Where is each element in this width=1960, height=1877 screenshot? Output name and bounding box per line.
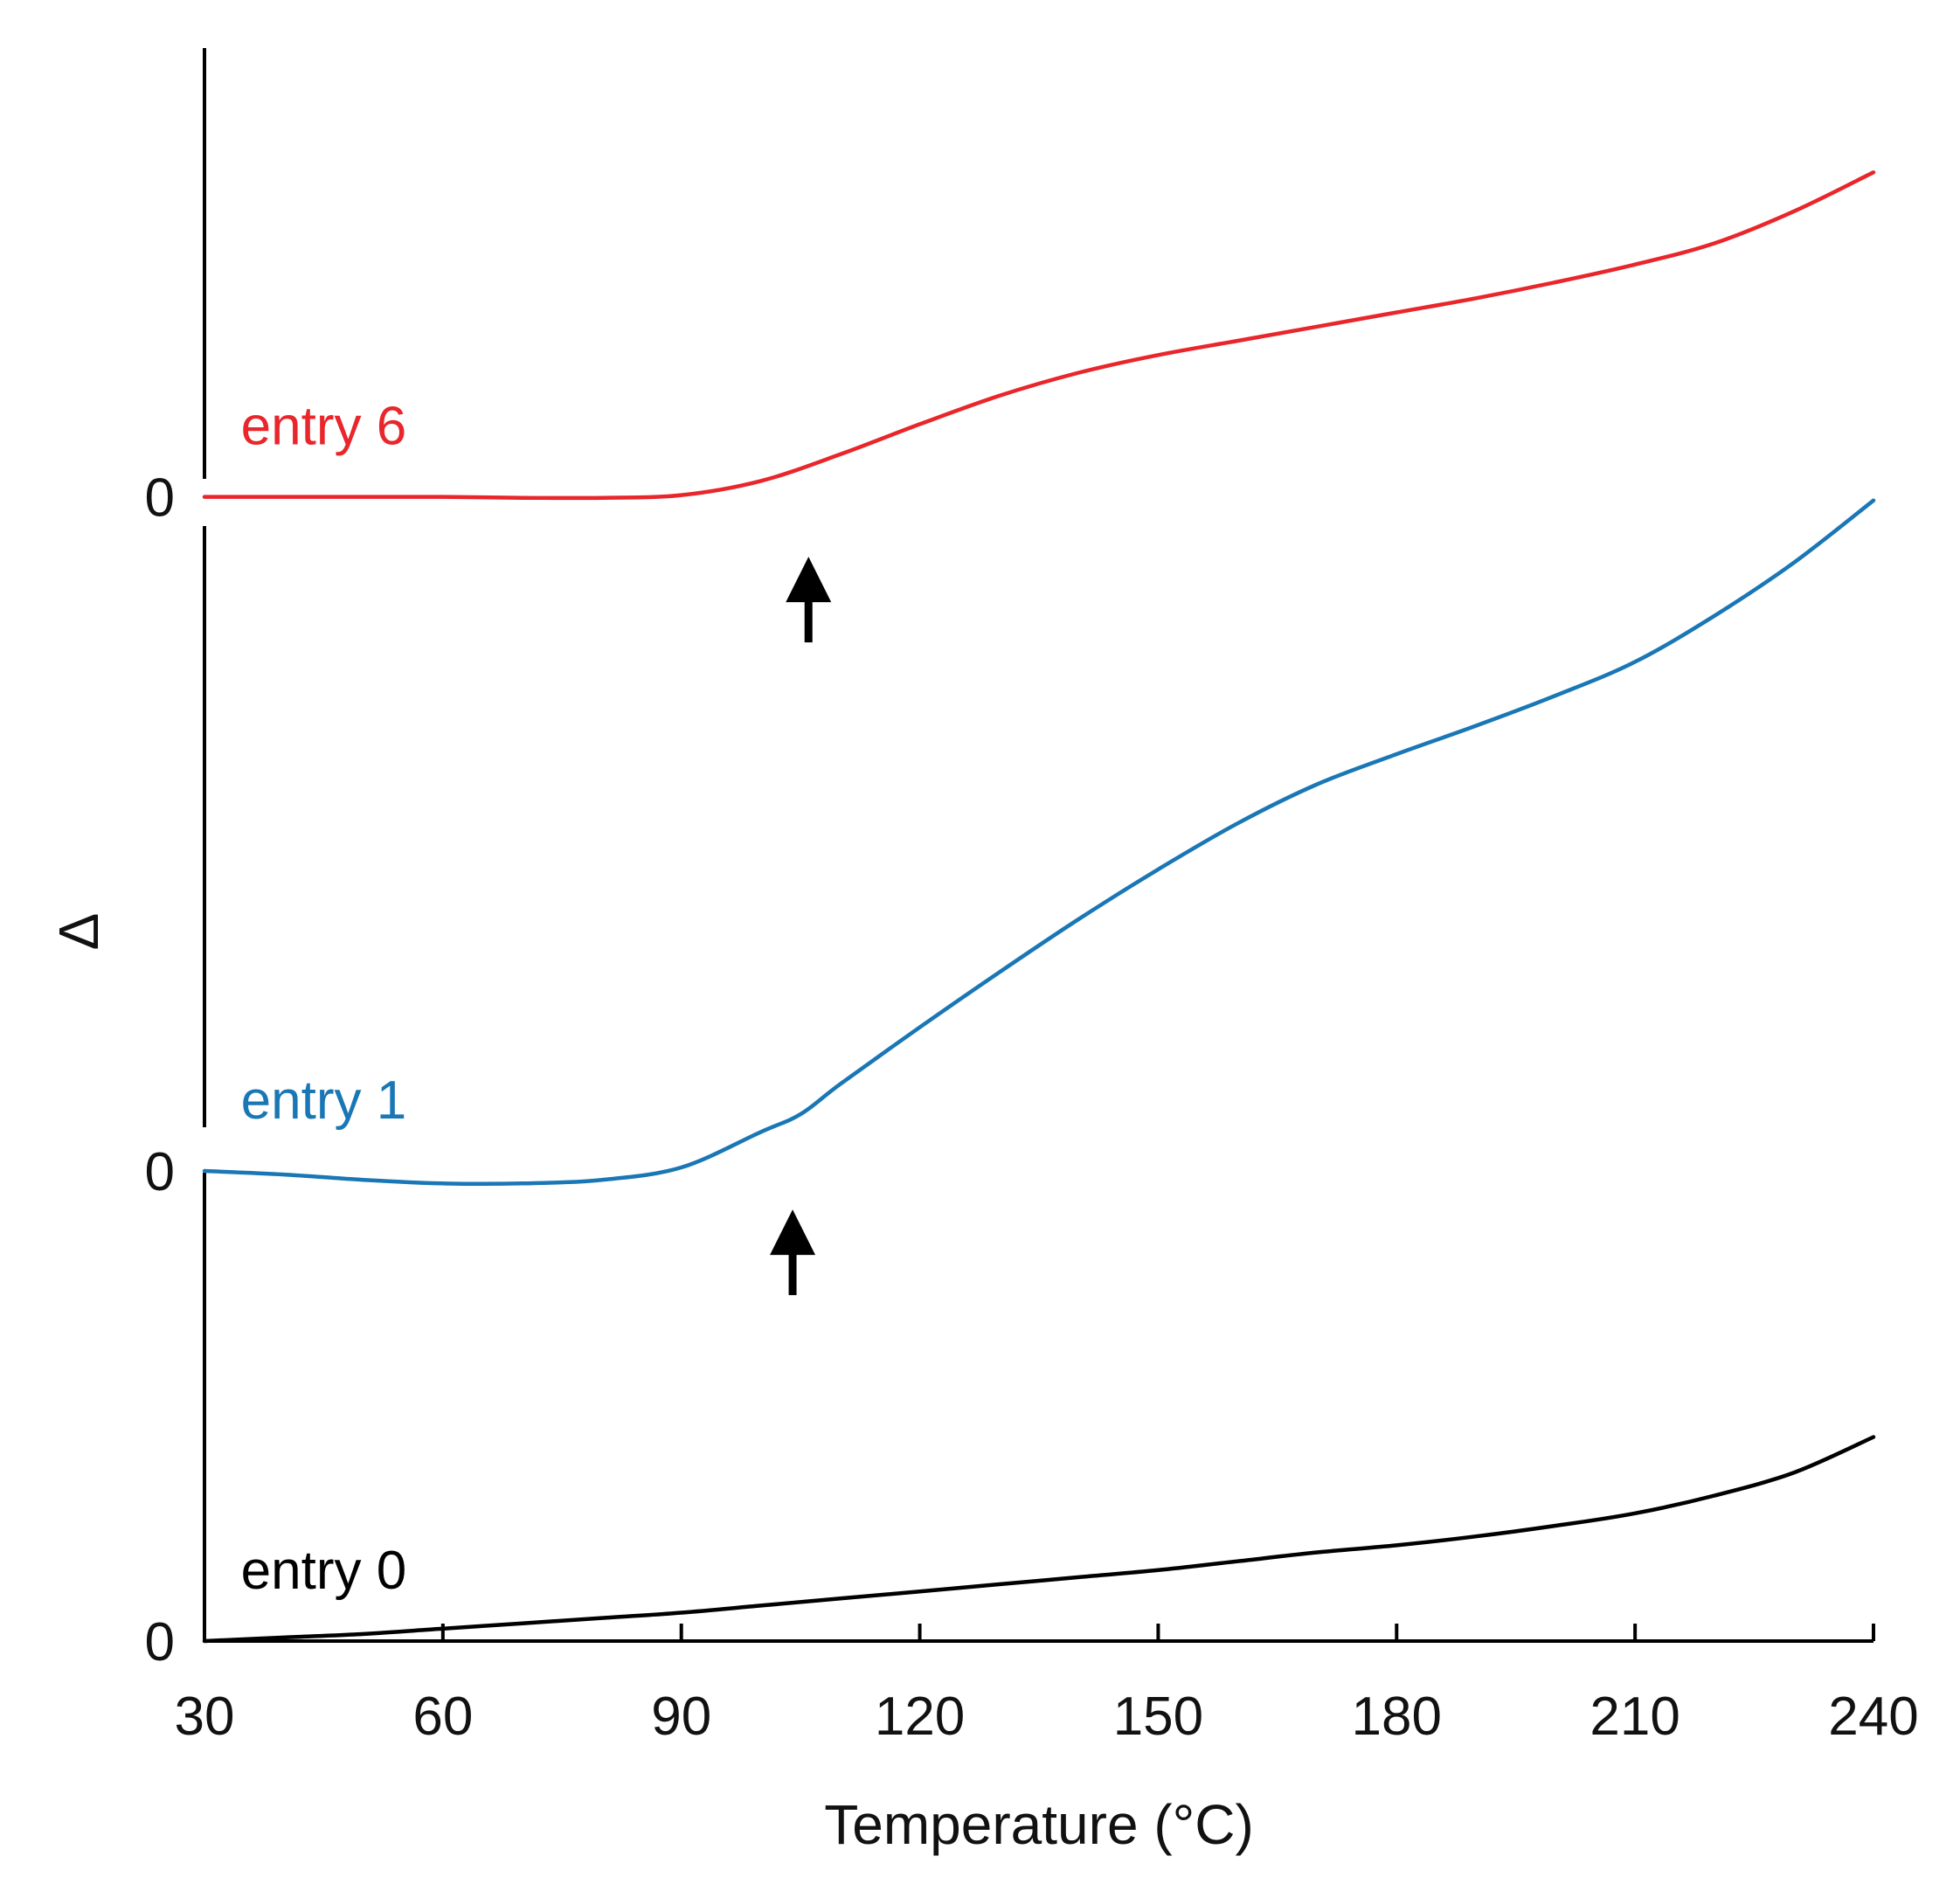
zero-label-entry-0: 0 [145, 1612, 175, 1673]
series-layer: entry 0 entry 1 entry 6 [202, 170, 1876, 1644]
zero-label-entry-1: 0 [145, 1142, 175, 1202]
series-line-entry-0 [202, 1435, 1876, 1644]
x-axis-title: Temperature (°C) [824, 1793, 1254, 1856]
x-tick-label-210: 210 [1589, 1687, 1680, 1747]
series-label-entry-1: entry 1 [241, 1070, 407, 1131]
x-tick-label-90: 90 [651, 1687, 711, 1747]
arrow-entry-1 [770, 1209, 816, 1296]
x-tick-label-180: 180 [1352, 1687, 1442, 1747]
arrow-head [770, 1209, 816, 1256]
zero-label-entry-6: 0 [145, 468, 175, 529]
y-axis-title: Δ [47, 913, 110, 951]
series-line-entry-6 [202, 170, 1876, 501]
x-ticks: 30 60 90 120 150 180 210 240 [175, 1624, 1919, 1747]
arrow-head [786, 557, 832, 603]
series-line-entry-1 [202, 498, 1876, 1186]
x-tick-label-60: 60 [412, 1687, 473, 1747]
x-tick-label-240: 240 [1828, 1687, 1918, 1747]
annotation-arrows [770, 557, 832, 1296]
zero-labels: 0 0 0 [145, 468, 175, 1673]
x-tick-label-150: 150 [1113, 1687, 1203, 1747]
series-label-entry-6: entry 6 [241, 397, 407, 457]
series-label-entry-0: entry 0 [241, 1541, 407, 1601]
arrow-entry-6 [786, 557, 832, 643]
x-tick-label-120: 120 [875, 1687, 965, 1747]
x-tick-label-30: 30 [175, 1687, 235, 1747]
